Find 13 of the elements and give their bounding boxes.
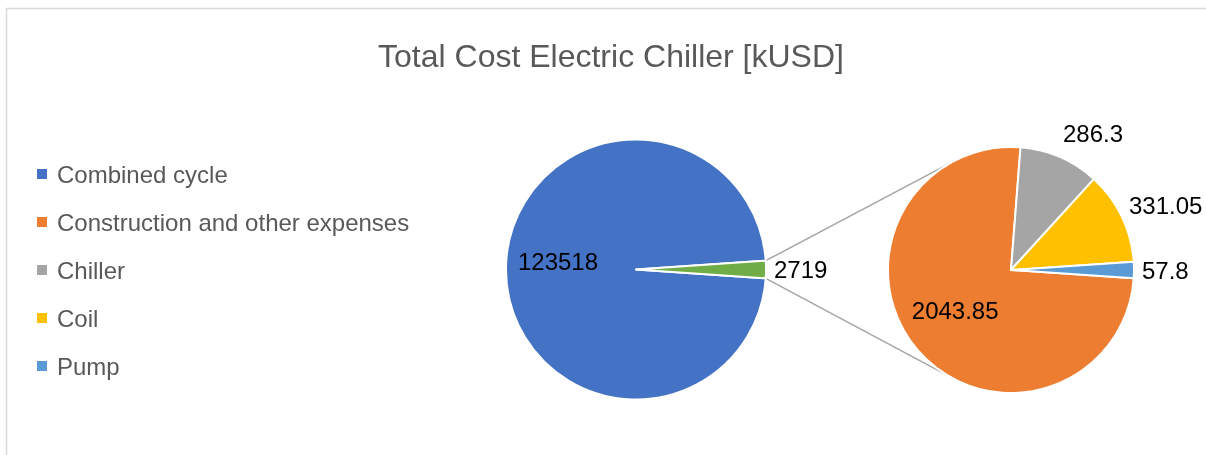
data-label: 123518: [517, 248, 599, 275]
legend-label: Pump: [57, 352, 120, 380]
pie-slice: [505, 138, 767, 401]
chart-title: Total Cost Electric Chiller [kUSD]: [378, 38, 844, 74]
data-label: 57.8: [1142, 256, 1189, 284]
legend-label: Construction and other expenses: [57, 208, 410, 236]
data-label: 286.3: [1063, 119, 1124, 147]
legend-label: Chiller: [57, 256, 126, 284]
data-label: 2043.85: [911, 296, 999, 324]
legend-label: Coil: [57, 304, 99, 332]
legend-label: Combined cycle: [57, 160, 228, 188]
data-label: 331.05: [1129, 191, 1203, 219]
data-label: 2719: [774, 256, 828, 283]
